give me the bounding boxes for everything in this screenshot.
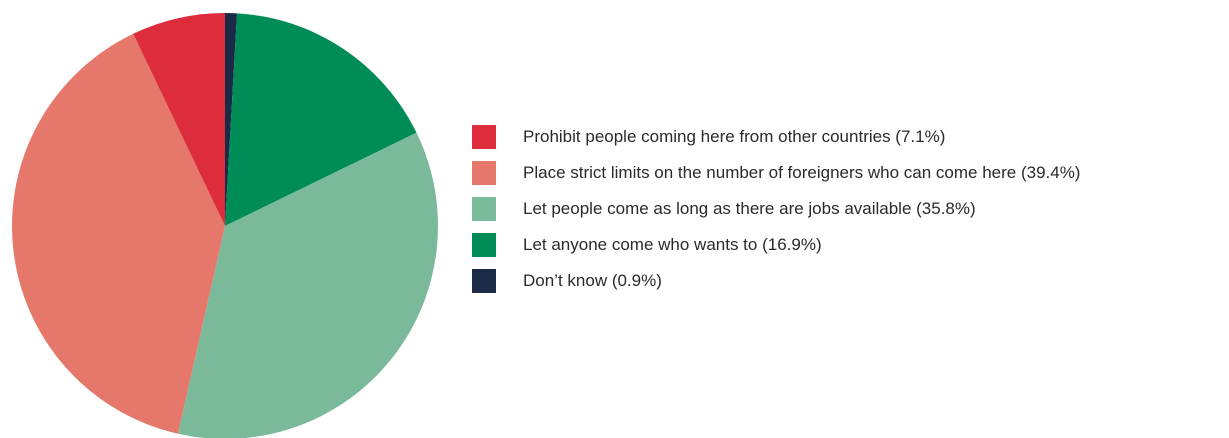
legend-swatch [472,269,496,293]
pie-chart [12,13,438,438]
legend-label: Prohibit people coming here from other c… [523,127,946,146]
pie-slice-1 [225,13,417,227]
legend-item: Place strict limits on the number of for… [472,161,1080,185]
pie-slice-3 [12,33,225,434]
pie-slice-2 [177,132,438,438]
legend-item: Let people come as long as there are job… [472,197,1080,221]
legend-swatch [472,233,496,257]
legend-swatch [472,125,496,149]
legend-item: Let anyone come who wants to (16.9%) [472,233,1080,257]
legend-label: Place strict limits on the number of for… [523,163,1081,182]
legend-swatch [472,197,496,221]
legend-label: Don’t know (0.9%) [523,271,662,290]
legend-item: Don’t know (0.9%) [472,269,1080,293]
legend-item: Prohibit people coming here from other c… [472,125,1080,149]
pie-slice-0 [225,13,238,226]
pie-slice-4 [133,13,225,226]
legend-swatch [472,161,496,185]
legend-label: Let anyone come who wants to (16.9%) [523,235,822,254]
legend: Prohibit people coming here from other c… [472,125,1080,305]
legend-label: Let people come as long as there are job… [523,199,976,218]
